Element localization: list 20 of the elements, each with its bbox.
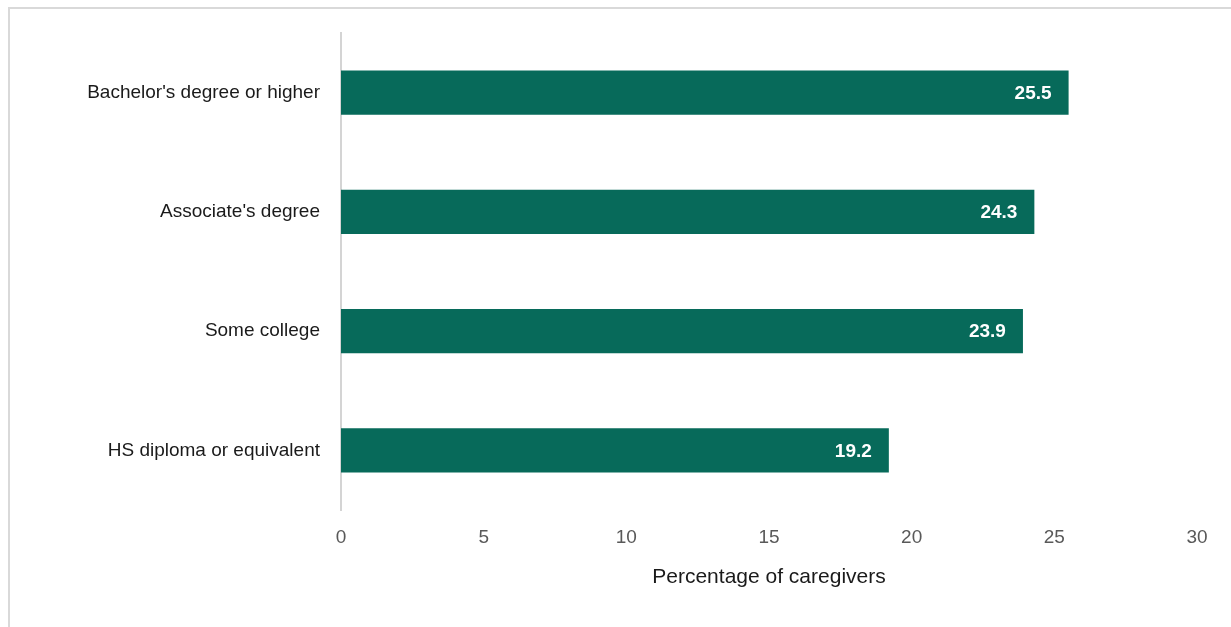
data-label: 25.5 [1014,81,1053,103]
x-tick-label: 15 [758,525,780,547]
bar [341,189,1035,234]
x-tick-label: 10 [615,525,637,547]
x-tick-label: 20 [901,525,923,547]
data-label: 24.3 [980,201,1018,223]
y-tick-label: HS diploma or equivalent [107,438,321,460]
bar [341,309,1023,354]
y-tick-label: Associate's degree [160,200,320,222]
y-tick-label: Bachelor's degree or higher [87,80,321,102]
bar [341,428,889,473]
x-axis-title: Percentage of caregivers [652,564,886,588]
x-tick-label: 30 [1186,525,1208,547]
x-tick-label: 25 [1043,525,1065,547]
data-label: 19.2 [834,439,872,461]
data-label: 23.9 [968,320,1006,342]
bar [341,70,1069,115]
x-tick-label: 0 [335,525,347,547]
x-tick-label: 5 [478,525,489,547]
y-tick-label: Some college [204,319,320,341]
